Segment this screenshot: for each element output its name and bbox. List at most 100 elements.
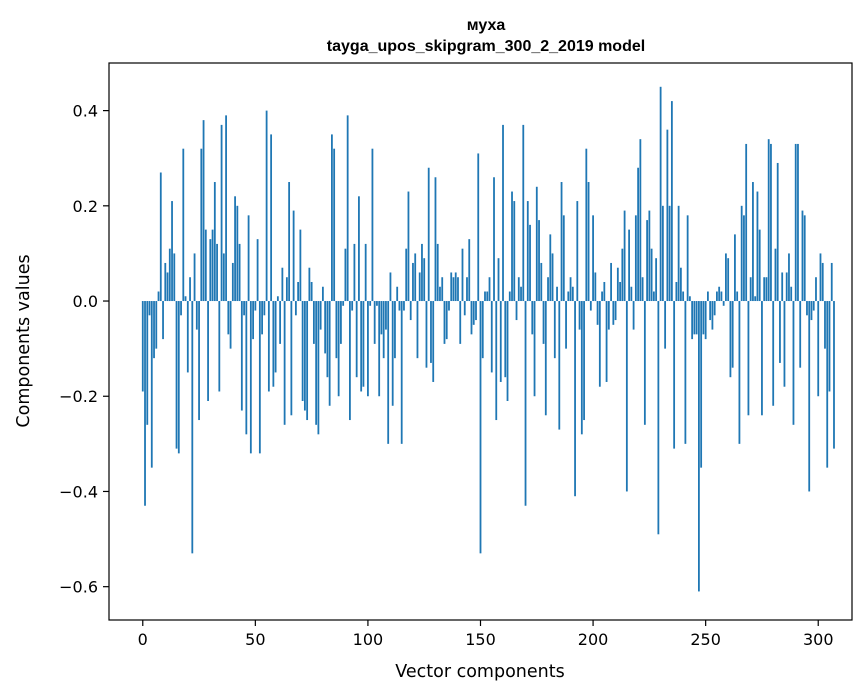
- bar-118: [407, 191, 410, 302]
- bar-202: [596, 301, 599, 325]
- bar-167: [517, 277, 520, 302]
- bar-262: [731, 301, 734, 368]
- bar-28: [204, 229, 207, 302]
- bar-74: [308, 267, 311, 302]
- bar-199: [589, 301, 592, 311]
- plot-frame: [108, 62, 853, 621]
- bar-25: [198, 301, 200, 421]
- bar-153: [486, 291, 489, 302]
- bar-176: [538, 220, 540, 302]
- bar-39: [229, 301, 232, 349]
- bar-60: [276, 296, 279, 302]
- bar-193: [576, 201, 579, 302]
- bar-68: [294, 301, 297, 316]
- bar-270: [749, 277, 752, 302]
- bar-297: [810, 301, 813, 321]
- bar-11: [166, 272, 169, 302]
- bar-238: [677, 205, 680, 302]
- bar-24: [195, 301, 198, 330]
- bar-188: [565, 301, 567, 349]
- bar-53: [261, 301, 263, 335]
- bar-75: [310, 281, 313, 302]
- bar-64: [285, 277, 288, 302]
- bar-139: [454, 272, 457, 302]
- bar-20: [186, 301, 189, 373]
- bar-148: [475, 301, 477, 321]
- bar-55: [265, 110, 268, 302]
- bar-224: [646, 220, 649, 302]
- bar-256: [718, 286, 721, 302]
- bar-257: [720, 291, 723, 302]
- bar-48: [249, 301, 252, 454]
- bar-100: [367, 301, 369, 397]
- bar-92: [349, 301, 351, 421]
- bars-group: [141, 86, 835, 592]
- x-tick-label-3: 150: [465, 630, 496, 649]
- bar-198: [587, 182, 590, 302]
- x-axis-title: Vector components: [395, 662, 564, 682]
- bar-299: [815, 277, 817, 302]
- bar-66: [290, 301, 293, 416]
- bar-237: [675, 281, 678, 302]
- bar-85: [333, 148, 336, 302]
- bar-67: [292, 210, 295, 302]
- bar-243: [688, 296, 691, 302]
- bar-278: [767, 139, 770, 302]
- bar-267: [743, 215, 745, 302]
- bar-8: [159, 172, 162, 302]
- bar-192: [574, 301, 576, 497]
- bar-41: [234, 196, 236, 302]
- bar-222: [641, 277, 644, 302]
- bar-59: [274, 301, 277, 373]
- bar-115: [400, 301, 403, 444]
- bar-186: [560, 182, 563, 302]
- bar-298: [812, 301, 815, 311]
- bar-269: [747, 301, 750, 416]
- bar-218: [632, 301, 635, 330]
- bar-54: [263, 301, 266, 316]
- bar-160: [502, 124, 504, 302]
- bar-47: [247, 215, 250, 302]
- bar-18: [182, 148, 185, 302]
- bar-283: [779, 301, 781, 363]
- bar-234: [668, 205, 671, 302]
- bar-159: [499, 301, 502, 382]
- bar-26: [200, 148, 203, 302]
- bar-27: [202, 120, 205, 302]
- bar-268: [745, 143, 748, 302]
- bar-287: [788, 253, 790, 302]
- bar-87: [337, 301, 340, 397]
- bar-69: [297, 281, 300, 302]
- bar-242: [686, 215, 689, 302]
- bar-112: [394, 301, 396, 359]
- bar-101: [369, 301, 372, 306]
- bar-143: [463, 301, 466, 316]
- bar-1: [144, 301, 146, 506]
- bar-228: [655, 258, 658, 302]
- bar-122: [416, 301, 419, 359]
- bar-166: [515, 301, 518, 321]
- bar-19: [184, 296, 187, 302]
- bar-152: [484, 291, 486, 302]
- bar-236: [673, 301, 676, 449]
- bar-33: [216, 243, 218, 302]
- bar-301: [819, 253, 822, 302]
- bar-184: [556, 286, 558, 302]
- bar-130: [434, 177, 437, 302]
- bar-107: [382, 301, 385, 359]
- bar-14: [173, 253, 176, 302]
- bar-241: [684, 301, 687, 444]
- bar-194: [578, 301, 581, 330]
- bar-34: [218, 301, 221, 392]
- bar-200: [592, 215, 594, 302]
- bar-15: [175, 301, 178, 449]
- bar-216: [628, 229, 630, 302]
- bar-117: [405, 248, 408, 302]
- bar-9: [162, 301, 164, 340]
- bar-292: [799, 301, 802, 368]
- y-axis-ticks: −0.6 −0.4 −0.2 0.0 0.2 0.4: [59, 102, 109, 597]
- bar-291: [797, 143, 799, 302]
- bar-195: [580, 301, 583, 435]
- chart-title-line1: муха: [467, 17, 506, 34]
